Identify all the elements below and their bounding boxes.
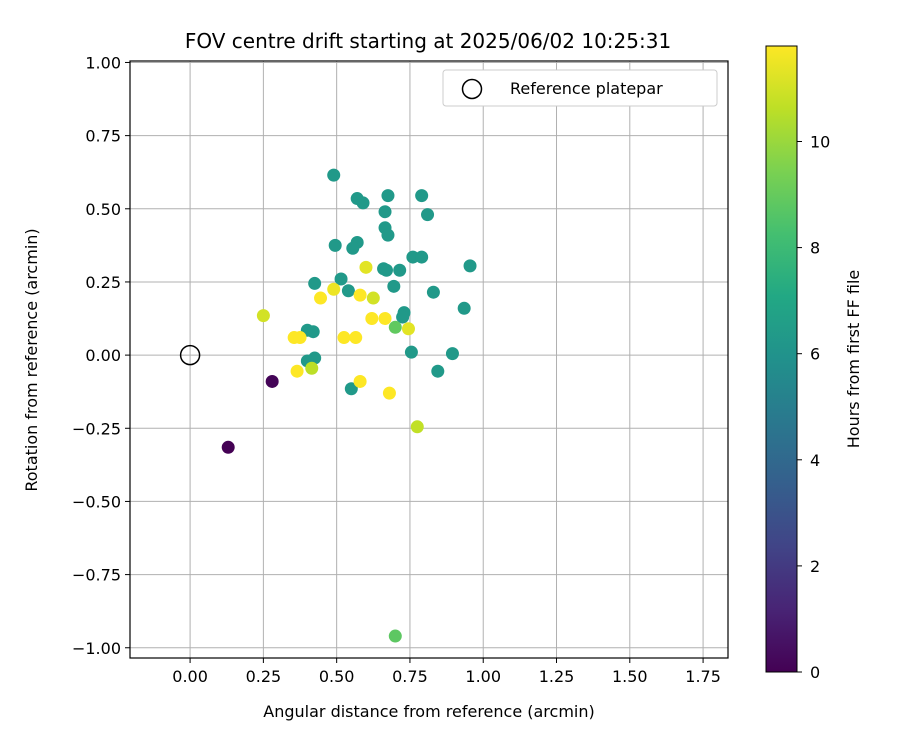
reference-marker-group	[179, 344, 201, 366]
x-tick-label: 0.75	[392, 667, 428, 686]
x-tick-label: 0.50	[319, 667, 355, 686]
scatter-point	[382, 386, 396, 400]
chart-title: FOV centre drift starting at 2025/06/02 …	[185, 29, 671, 53]
scatter-point	[349, 331, 363, 345]
scatter-point	[379, 263, 393, 277]
colorbar-tick-label: 4	[810, 451, 820, 470]
colorbar-tick-label: 10	[810, 132, 830, 151]
scatter-point	[388, 320, 402, 334]
legend-reference-marker	[461, 78, 483, 100]
scatter-point	[404, 345, 418, 359]
scatter-point	[337, 331, 351, 345]
scatter-point	[387, 279, 401, 293]
colorbar-tick-label: 8	[810, 239, 820, 258]
legend-box	[442, 69, 718, 107]
x-tick-label: 1.50	[612, 667, 648, 686]
scatter-point	[388, 629, 402, 643]
scatter-point	[426, 285, 440, 299]
scatter-point	[314, 291, 328, 305]
scatter-point	[356, 196, 370, 210]
scatter-point	[353, 288, 367, 302]
colorbar-tick-label: 0	[810, 663, 820, 682]
scatter-points	[221, 168, 477, 643]
scatter-point	[415, 250, 429, 264]
y-tick-label: 0.00	[85, 346, 121, 365]
legend: Reference platepar	[442, 69, 718, 107]
scatter-point	[256, 309, 270, 323]
scatter-point	[415, 189, 429, 203]
scatter-point	[401, 322, 415, 336]
y-tick-label: −0.75	[72, 566, 121, 585]
scatter-point	[306, 325, 320, 339]
legend-entry-label: Reference platepar	[510, 79, 663, 98]
scatter-point	[327, 282, 341, 296]
scatter-point	[221, 440, 235, 454]
scatter-point	[463, 259, 477, 273]
y-tick-label: −0.25	[72, 419, 121, 438]
scatter-point	[308, 276, 322, 290]
plot-frame	[129, 60, 729, 659]
scatter-point	[381, 189, 395, 203]
x-tick-label: 1.75	[685, 667, 721, 686]
x-tick-label: 1.25	[539, 667, 575, 686]
scatter-point	[457, 301, 471, 315]
scatter-point	[341, 284, 355, 298]
x-tick-label: 1.00	[465, 667, 501, 686]
y-tick-label: −1.00	[72, 639, 121, 658]
scatter-point	[359, 260, 373, 274]
scatter-point	[445, 347, 459, 361]
scatter-point	[305, 361, 319, 375]
scatter-point	[327, 168, 341, 182]
scatter-point	[346, 241, 360, 255]
scatter-point	[265, 374, 279, 388]
scatter-point	[365, 312, 379, 326]
x-axis-ticks: 0.00 0.25 0.50 0.75 1.00 1.25 1.50 1.75	[172, 658, 721, 686]
scatter-point	[378, 312, 392, 326]
colorbar-label: Hours from first FF file	[844, 270, 863, 449]
y-tick-label: −0.50	[72, 492, 121, 511]
scatter-point	[381, 228, 395, 242]
scatter-point	[290, 364, 304, 378]
scatter-point	[410, 420, 424, 434]
y-tick-label: 0.50	[85, 200, 121, 219]
grid	[130, 61, 728, 658]
scatter-point	[344, 382, 358, 396]
scatter-point	[353, 374, 367, 388]
scatter-point	[393, 263, 407, 277]
scatter-point	[378, 205, 392, 219]
scatter-point	[396, 310, 410, 324]
scatter-point	[421, 208, 435, 222]
scatter-point	[431, 364, 445, 378]
colorbar-ticks: 0 2 4 6 8 10	[797, 132, 830, 682]
y-tick-label: 0.25	[85, 273, 121, 292]
x-tick-label: 0.25	[246, 667, 282, 686]
scatter-point	[334, 272, 348, 286]
scatter-point	[328, 238, 342, 252]
colorbar-tick-label: 6	[810, 345, 820, 364]
y-tick-label: 1.00	[85, 53, 121, 72]
scatter-point	[293, 331, 307, 345]
colorbar-tick-label: 2	[810, 557, 820, 576]
reference-platepar-marker	[179, 344, 201, 366]
x-axis-label: Angular distance from reference (arcmin)	[263, 702, 594, 721]
y-axis-label: Rotation from reference (arcmin)	[22, 228, 41, 491]
colorbar-gradient	[765, 45, 798, 673]
x-tick-label: 0.00	[172, 667, 208, 686]
y-tick-label: 0.75	[85, 127, 121, 146]
y-axis-ticks: 1.00 0.75 0.50 0.25 0.00 −0.25 −0.50 −0.75 −1.00	[72, 53, 130, 658]
scatter-point	[366, 291, 380, 305]
